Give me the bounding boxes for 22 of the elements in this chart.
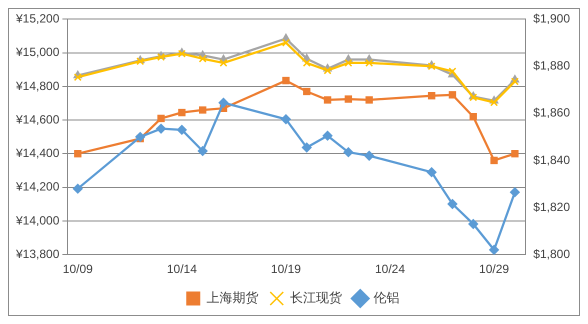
- y-tick-label: ¥13,800: [14, 246, 60, 261]
- y2-tick-label: $1,820: [533, 200, 570, 214]
- legend-label: 上海期货: [206, 290, 258, 306]
- y-tick-label: ¥14,800: [14, 78, 60, 93]
- x-tick-label: 10/19: [270, 262, 302, 276]
- x-tick-label: 10/24: [374, 262, 406, 276]
- y-tick-label: ¥15,000: [14, 45, 60, 60]
- y2-tick-label: $1,840: [533, 152, 570, 167]
- y2-tick-label: $1,900: [533, 12, 570, 26]
- y-tick-label: ¥15,200: [14, 12, 60, 26]
- y2-tick-label: $1,880: [533, 58, 570, 73]
- y-tick-label: ¥14,600: [14, 112, 60, 126]
- x-tick-label: 10/29: [479, 262, 510, 276]
- y-tick-label: ¥14,200: [14, 180, 60, 194]
- y-tick-label: ¥14,000: [14, 213, 60, 228]
- y2-tick-label: $1,800: [533, 246, 570, 261]
- x-tick-label: 10/09: [62, 262, 94, 276]
- legend-label: 伦铝: [373, 290, 400, 306]
- y-tick-label: ¥14,400: [14, 146, 60, 160]
- x-tick-label: 10/14: [166, 262, 198, 276]
- legend-label: 长江现货: [290, 290, 342, 306]
- y2-tick-label: $1,860: [533, 106, 570, 120]
